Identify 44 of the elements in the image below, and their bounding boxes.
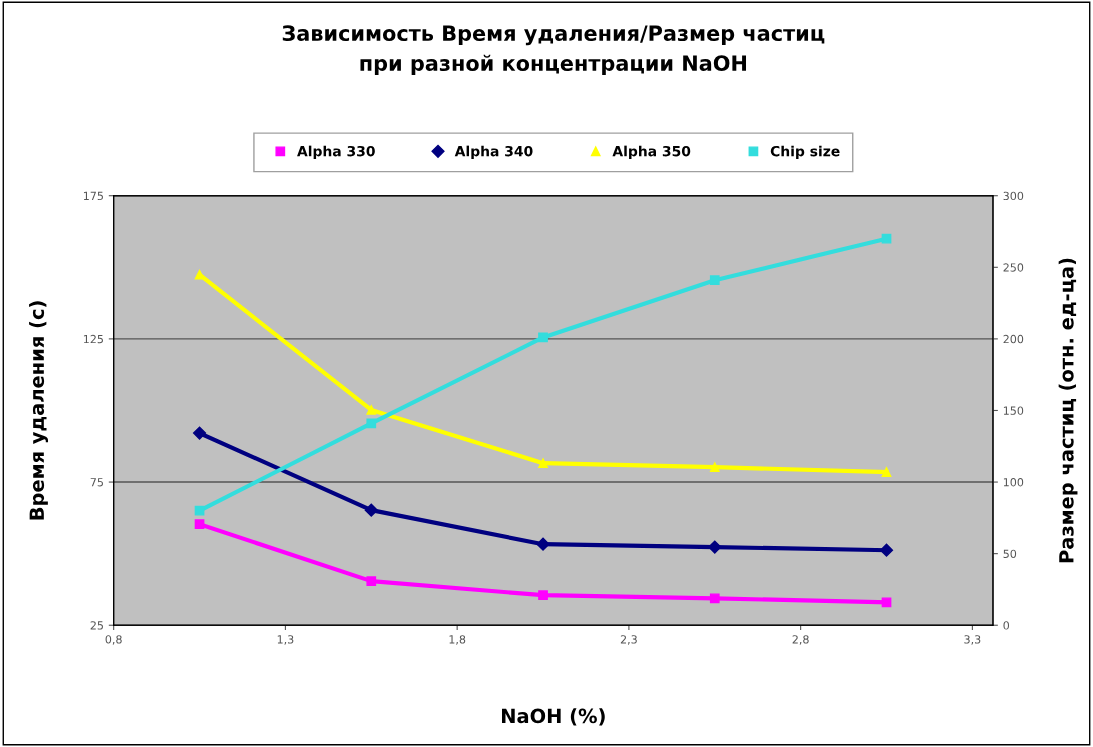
point	[709, 275, 720, 286]
y-tick-label: 75	[90, 478, 103, 487]
point	[881, 233, 892, 244]
point	[538, 590, 548, 601]
y-tick-label: 125	[83, 334, 103, 344]
point	[881, 467, 892, 477]
y-axis-title: Время удаления (с)	[29, 301, 49, 520]
legend-label: Alpha 350	[612, 145, 691, 160]
point	[708, 540, 722, 554]
y-tick-label: 175	[83, 191, 103, 201]
y-tick-label: 25	[90, 621, 103, 630]
point	[194, 519, 205, 530]
legend-label: Alpha 330	[297, 145, 375, 160]
point	[194, 505, 205, 516]
point	[366, 418, 377, 429]
x-tick-label: 2,8	[792, 635, 809, 645]
chart-title: Зависимость Время удаления/Размер частиц при разной концентрации NaOH	[282, 25, 825, 76]
point	[366, 576, 377, 587]
x-tick-label: 2,3	[620, 635, 637, 645]
point	[364, 503, 378, 517]
y2-tick-label: 100	[1003, 478, 1024, 487]
point	[192, 426, 207, 440]
point	[538, 332, 548, 343]
y2-tick-label: 50	[1003, 549, 1017, 559]
x-tick-label: 1,3	[277, 635, 294, 645]
y2-tick-label: 250	[1003, 263, 1024, 272]
x-tick-label: 1,8	[449, 635, 466, 645]
point	[879, 543, 894, 557]
point	[538, 458, 548, 469]
y2-tick-label: 0	[1003, 621, 1010, 630]
y2-tick-label: 200	[1003, 334, 1024, 344]
point	[881, 597, 892, 608]
x-tick-label: 0,8	[105, 635, 122, 645]
point	[709, 593, 720, 604]
legend-label: Chip size	[770, 145, 840, 160]
y2-tick-label: 300	[1003, 191, 1024, 201]
x-tick-label: 3,3	[964, 635, 981, 645]
y2-tick-label: 150	[1003, 406, 1024, 415]
legend-label: Alpha 340	[454, 145, 533, 160]
point	[536, 537, 550, 551]
x-axis-title: NaOH (%)	[502, 708, 605, 726]
y2-axis-title: Размер частиц (отн. ед-ца)	[1058, 258, 1078, 563]
point	[709, 462, 720, 473]
point	[366, 405, 377, 415]
